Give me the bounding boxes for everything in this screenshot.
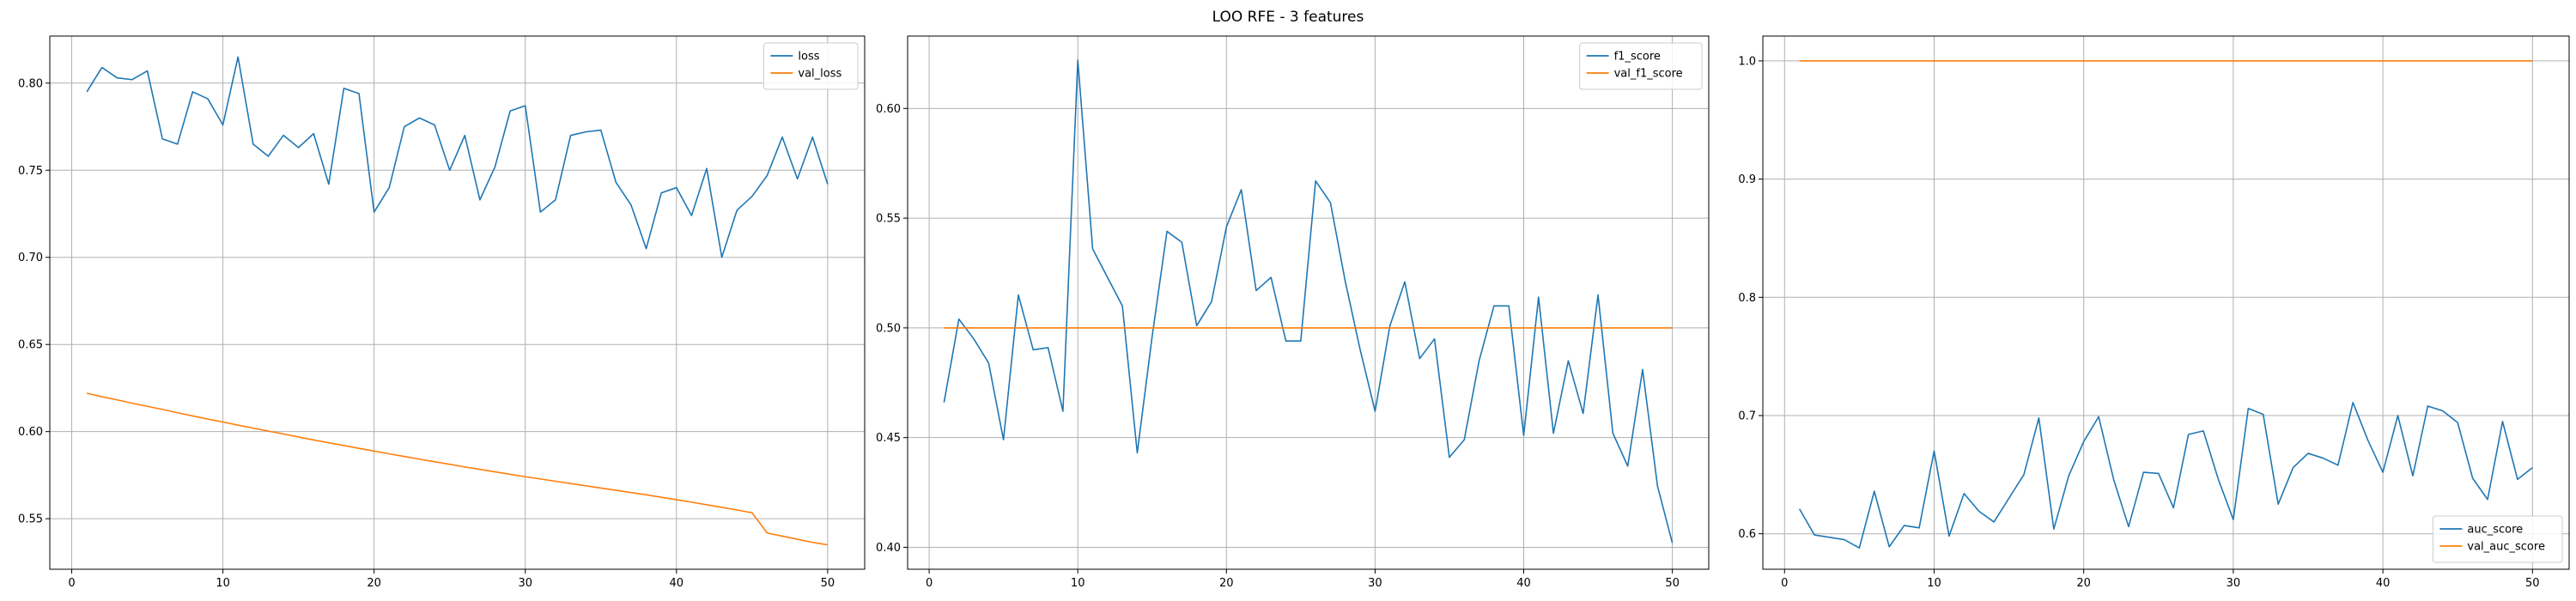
x-tick-label: 50 xyxy=(2525,577,2540,590)
x-tick-label: 40 xyxy=(1516,577,1531,590)
x-tick-label: 30 xyxy=(518,577,532,590)
y-tick-label: 0.7 xyxy=(1738,410,1756,422)
series-line-val_loss xyxy=(86,392,828,546)
legend-box xyxy=(762,42,859,90)
x-tick-label: 30 xyxy=(2227,577,2241,590)
y-tick-label: 1.0 xyxy=(1738,55,1756,68)
x-tick-label: 0 xyxy=(1781,577,1788,590)
x-tick-label: 10 xyxy=(1927,577,1941,590)
y-tick-label: 0.75 xyxy=(18,165,43,178)
y-tick-label: 0.60 xyxy=(18,426,43,439)
y-tick-label: 0.70 xyxy=(18,252,43,264)
x-tick-label: 20 xyxy=(367,577,381,590)
legend-label-auc_score: auc_score xyxy=(2467,524,2523,537)
x-tick-label: 10 xyxy=(216,577,230,590)
series-line-auc_score xyxy=(1798,402,2533,549)
legend: auc_score val_auc_score xyxy=(2432,515,2563,563)
subplot-3: 0 10 20 30 40 50 0.6 0.7 0.8 0.9 1.0 auc_score val_a… xyxy=(1738,35,2570,590)
x-tick-label: 0 xyxy=(68,577,75,590)
y-tick-label: 0.55 xyxy=(18,513,43,526)
y-tick-label: 0.55 xyxy=(876,213,901,226)
legend-label-f1_score: f1_score xyxy=(1614,51,1661,64)
y-tick-label: 0.9 xyxy=(1738,173,1756,186)
x-tick-label: 40 xyxy=(2376,577,2391,590)
y-tick-label: 0.65 xyxy=(18,339,43,352)
legend-label-val_loss: val_loss xyxy=(798,68,841,81)
y-tick-label: 0.45 xyxy=(876,432,901,445)
axes-frame xyxy=(1762,35,2570,570)
y-tick-label: 0.6 xyxy=(1738,528,1756,541)
figure-title: LOO RFE - 3 features xyxy=(1212,9,1364,26)
legend-label-val_f1_score: val_f1_score xyxy=(1614,68,1683,81)
y-tick-label: 0.80 xyxy=(18,77,43,90)
series-line-f1_score xyxy=(943,59,1674,543)
x-tick-label: 30 xyxy=(1368,577,1382,590)
subplot-2: 0 10 20 30 40 50 0.40 0.45 0.50 0.55 0.60 f1_scorev… xyxy=(876,35,1710,590)
x-tick-label: 50 xyxy=(1665,577,1680,590)
legend-box xyxy=(2432,515,2563,563)
legend-label-val_auc_score: val_auc_score xyxy=(2467,541,2545,554)
x-tick-label: 20 xyxy=(1219,577,1234,590)
y-tick-label: 0.50 xyxy=(876,322,901,335)
legend-box xyxy=(1579,42,1703,90)
x-tick-label: 50 xyxy=(821,577,835,590)
x-tick-label: 0 xyxy=(926,577,933,590)
series-line-loss xyxy=(86,56,829,258)
y-tick-label: 0.8 xyxy=(1738,292,1756,305)
subplot-1: 0 10 20 30 40 50 0.55 0.60 0.65 0.70 0.75 0.80 loss v… xyxy=(18,35,866,590)
axes-frame xyxy=(49,35,866,570)
x-tick-label: 40 xyxy=(670,577,684,590)
legend-label-loss: loss xyxy=(798,51,819,64)
legend: loss val_loss xyxy=(762,42,859,90)
y-tick-label: 0.60 xyxy=(876,103,901,116)
x-tick-label: 10 xyxy=(1071,577,1085,590)
axes-frame xyxy=(907,35,1710,570)
y-tick-label: 0.40 xyxy=(876,542,901,555)
x-tick-label: 20 xyxy=(2076,577,2091,590)
legend: f1_score val_f1_score xyxy=(1579,42,1703,90)
